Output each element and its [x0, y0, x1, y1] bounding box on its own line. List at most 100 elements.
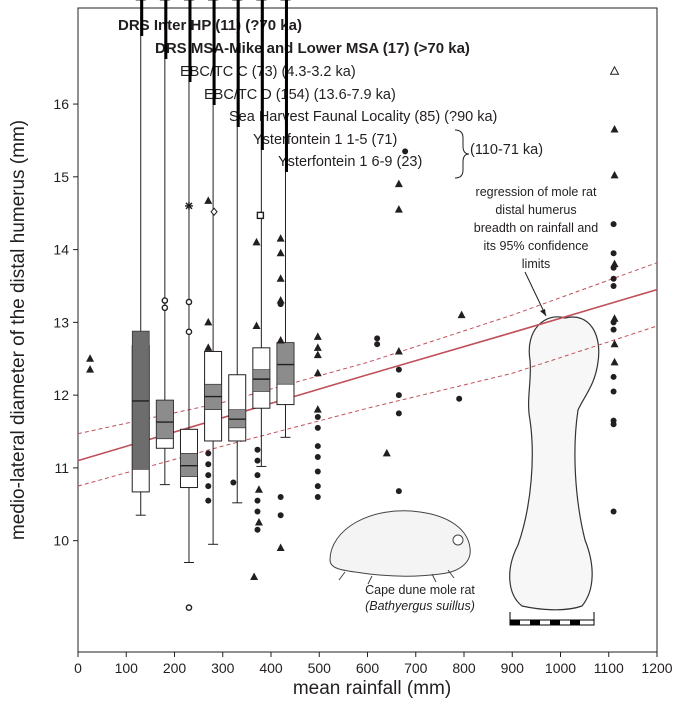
y-axis-label: medio-lateral diameter of the distal hum… — [8, 120, 29, 540]
regression-note: its 95% confidence — [484, 239, 589, 253]
data-point — [314, 494, 321, 501]
regression-line — [77, 288, 658, 462]
data-point — [610, 339, 619, 348]
data-point — [394, 205, 403, 213]
x-tick-label: 700 — [404, 660, 428, 676]
data-point — [610, 373, 617, 380]
data-point — [254, 517, 263, 526]
note-pointer-head — [540, 309, 546, 316]
data-point — [395, 488, 402, 495]
data-point — [277, 512, 284, 519]
data-point — [395, 366, 402, 373]
data-point — [610, 326, 617, 333]
y-tick-label: 14 — [53, 242, 69, 258]
data-point — [609, 65, 620, 75]
y-tick-label: 12 — [53, 387, 69, 403]
data-point — [276, 336, 285, 344]
box-label: EBC/TC D (154) (13.6-7.9 ka) — [204, 87, 396, 103]
data-point — [402, 148, 409, 155]
data-point — [254, 526, 261, 533]
median-notch — [252, 369, 271, 392]
x-tick-label: 1100 — [594, 660, 624, 676]
x-tick-label: 1200 — [641, 660, 672, 676]
data-point — [254, 485, 263, 493]
data-point — [185, 298, 193, 306]
data-point — [161, 297, 169, 304]
data-point — [230, 479, 237, 486]
data-point — [314, 453, 321, 460]
data-point — [314, 424, 321, 431]
data-point — [185, 604, 193, 611]
group-label: (110-71 ka) — [470, 142, 543, 158]
median-notch — [131, 330, 150, 470]
x-tick-label: 200 — [163, 660, 187, 676]
data-point — [610, 319, 617, 326]
regression-note: distal humerus — [495, 203, 576, 217]
x-tick-label: 600 — [356, 660, 380, 676]
data-point — [205, 472, 212, 479]
note-pointer — [524, 271, 547, 317]
data-point — [456, 395, 463, 402]
data-point — [610, 275, 617, 282]
data-point — [254, 457, 261, 464]
data-point — [382, 448, 391, 457]
data-point — [313, 405, 322, 413]
median-notch — [180, 453, 198, 477]
median-notch — [156, 399, 174, 440]
data-point — [610, 221, 617, 228]
box — [228, 374, 247, 442]
y-tick-label: 11 — [54, 460, 69, 476]
data-point — [457, 310, 466, 319]
x-tick-label: 300 — [211, 660, 235, 676]
x-tick-label: 400 — [259, 660, 283, 676]
data-point — [610, 357, 619, 366]
box-label: Sea Harvest Faunal Locality (85) (?90 ka… — [229, 109, 497, 125]
box-label: Ysterfontein 1 6-9 (23) — [278, 154, 422, 170]
data-point — [276, 234, 285, 242]
x-axis-label: mean rainfall (mm) — [293, 678, 451, 698]
data-point — [86, 365, 95, 373]
data-point — [204, 317, 213, 326]
regression-note: breadth on rainfall and — [474, 221, 598, 235]
regression-note: regression of mole rat — [476, 185, 597, 199]
data-point — [394, 346, 403, 355]
data-point — [277, 494, 284, 501]
data-point — [276, 296, 285, 304]
box-label: DRS MSA-Mike and Lower MSA (17) (>70 ka) — [155, 40, 470, 57]
data-point — [204, 196, 213, 204]
data-point — [314, 413, 321, 420]
x-tick-label: 900 — [501, 660, 525, 676]
data-point — [314, 443, 321, 450]
data-point — [374, 341, 381, 348]
data-point — [161, 304, 169, 312]
data-point — [374, 335, 381, 342]
caption-species: (Bathyergus suillus) — [365, 599, 475, 613]
x-tick-label: 800 — [452, 660, 476, 676]
data-point — [256, 211, 265, 220]
data-point — [314, 468, 321, 475]
y-tick-label: 15 — [53, 169, 69, 185]
scale-bar — [509, 612, 595, 626]
data-point — [184, 201, 193, 210]
regression-note: limits — [522, 257, 550, 271]
group-brace — [454, 129, 470, 179]
data-point — [277, 301, 284, 308]
data-point — [610, 125, 619, 133]
data-point — [254, 497, 261, 504]
median-notch — [276, 342, 295, 385]
y-tick-label: 10 — [53, 533, 69, 549]
data-point — [254, 508, 261, 515]
data-point — [210, 207, 218, 217]
y-tick-label: 13 — [53, 314, 69, 330]
data-point — [204, 343, 213, 351]
ci-lower-line — [77, 325, 658, 487]
x-tick-label: 100 — [115, 660, 139, 676]
data-point — [254, 446, 261, 453]
data-point — [610, 170, 619, 179]
data-point — [314, 483, 321, 490]
data-point — [610, 250, 617, 257]
data-point — [250, 572, 259, 581]
data-point — [205, 450, 212, 457]
data-point — [313, 350, 322, 359]
